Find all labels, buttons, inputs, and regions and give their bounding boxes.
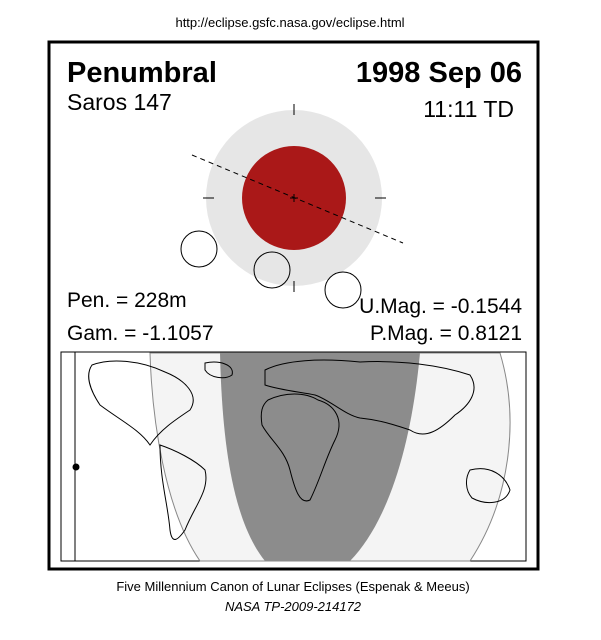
moon bbox=[324, 271, 362, 309]
penumbral-magnitude: P.Mag. = 0.8121 bbox=[370, 322, 522, 345]
umbral-magnitude: U.Mag. = -0.1544 bbox=[359, 295, 522, 318]
time: 11:11 TD bbox=[423, 96, 514, 122]
world-map bbox=[60, 351, 527, 562]
eclipse-date: 1998 Sep 06 bbox=[356, 57, 522, 89]
coastlines bbox=[88, 359, 511, 540]
sub-lunar-point bbox=[72, 463, 80, 471]
gamma: Gam. = -1.1057 bbox=[67, 322, 214, 345]
moon bbox=[253, 251, 291, 289]
eclipse-type: Penumbral bbox=[67, 57, 217, 89]
moon-path bbox=[191, 154, 404, 244]
footer-reference: NASA TP-2009-214172 bbox=[225, 599, 362, 614]
url: http://eclipse.gsfc.nasa.gov/eclipse.htm… bbox=[175, 15, 404, 30]
saros: Saros 147 bbox=[67, 89, 172, 115]
footer-credit: Five Millennium Canon of Lunar Eclipses … bbox=[116, 579, 469, 594]
shadow-diagram bbox=[180, 104, 404, 309]
pen-duration: Pen. = 228m bbox=[67, 289, 187, 312]
moon bbox=[180, 230, 218, 268]
eclipse-visibility bbox=[220, 353, 420, 561]
